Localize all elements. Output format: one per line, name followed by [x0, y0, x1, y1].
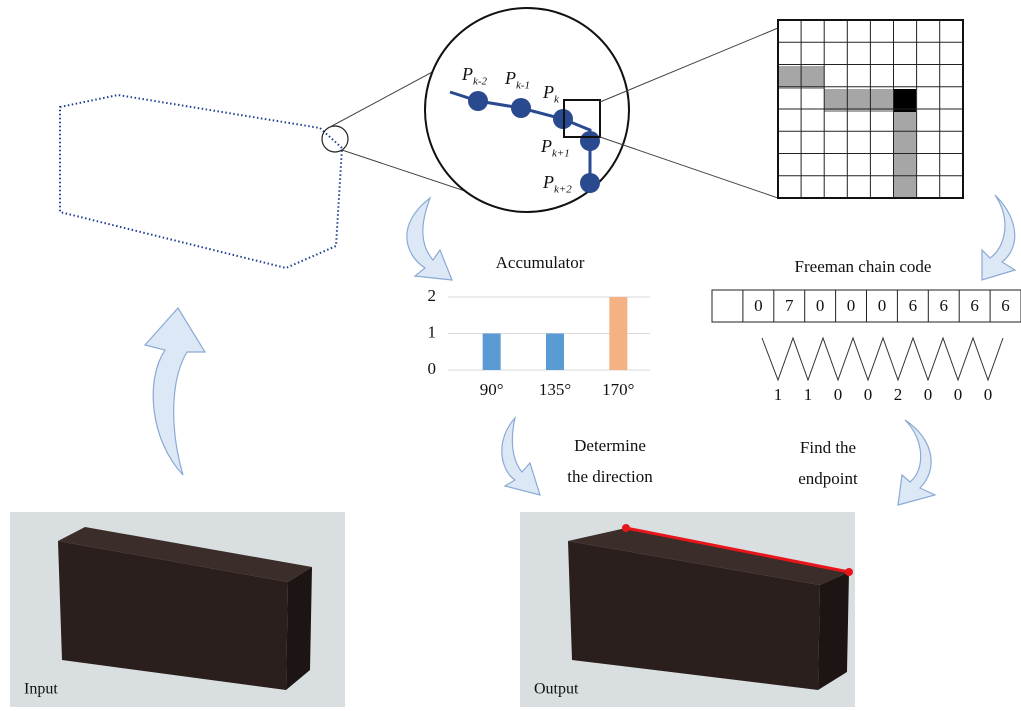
code: 0	[816, 296, 825, 315]
difference: 0	[834, 385, 843, 404]
contour	[60, 95, 342, 268]
arrow	[982, 195, 1015, 280]
point-label: P	[540, 136, 552, 156]
step-label: Determine	[574, 436, 646, 455]
chart-title: Accumulator	[496, 253, 585, 272]
step-label: Find the	[800, 438, 856, 457]
point-label: P	[542, 172, 554, 192]
chain-title: Freeman chain code	[795, 257, 932, 276]
input-photo	[10, 512, 345, 707]
code: 0	[754, 296, 763, 315]
point-subscript: k+1	[552, 148, 570, 160]
arrow	[502, 418, 540, 495]
point-subscript: k-2	[473, 76, 488, 88]
zoom-line	[600, 28, 778, 102]
step-label: the direction	[567, 467, 653, 486]
zigzag	[762, 338, 1003, 380]
arrow	[407, 198, 452, 280]
point-label: P	[542, 82, 554, 102]
bar	[609, 297, 627, 370]
zoom-spot	[322, 126, 348, 152]
y-tick-label: 2	[428, 286, 437, 305]
zoom-line	[600, 137, 778, 198]
x-tick-label: 170°	[602, 380, 634, 399]
x-tick-label: 135°	[539, 380, 571, 399]
bar	[483, 334, 501, 371]
point-label: P	[461, 64, 473, 84]
difference: 0	[984, 385, 993, 404]
x-tick-label: 90°	[480, 380, 504, 399]
arrow	[145, 308, 205, 475]
bar	[546, 334, 564, 371]
difference: 0	[864, 385, 873, 404]
point-label: P	[504, 68, 516, 88]
difference: 1	[774, 385, 783, 404]
output-photo	[520, 512, 855, 707]
code: 6	[909, 296, 918, 315]
pixel-grid	[778, 20, 963, 198]
y-tick-label: 1	[428, 322, 437, 341]
image-label: Output	[534, 681, 579, 698]
code: 6	[1001, 296, 1010, 315]
point-subscript: k-1	[516, 80, 530, 92]
arrow	[898, 420, 935, 505]
difference: 1	[804, 385, 813, 404]
difference: 2	[894, 385, 903, 404]
difference: 0	[924, 385, 933, 404]
image-label: Input	[24, 681, 58, 698]
code: 0	[847, 296, 856, 315]
code: 7	[785, 296, 794, 315]
code: 0	[878, 296, 887, 315]
point-subscript: k+2	[554, 184, 572, 196]
step-label: endpoint	[798, 469, 858, 488]
figure: Pk-2Pk-1PkPk+1Pk+2 Accumulator 01290°135…	[0, 0, 1021, 711]
code: 6	[940, 296, 949, 315]
difference: 0	[954, 385, 963, 404]
code: 6	[970, 296, 979, 315]
y-tick-label: 0	[428, 359, 437, 378]
